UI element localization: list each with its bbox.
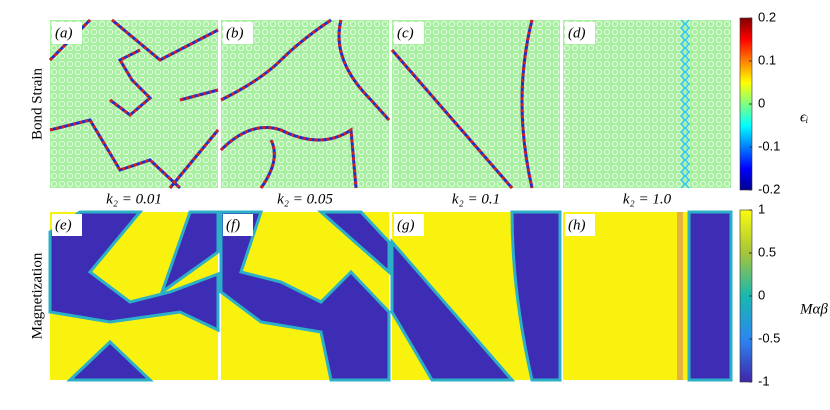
panel-image <box>50 20 218 188</box>
colorbar-tick-label: -0.1 <box>758 138 780 153</box>
domain <box>317 210 391 276</box>
domain <box>687 210 733 382</box>
panel-label: (c) <box>397 25 414 41</box>
colorbar-tick-label: 0.1 <box>758 52 776 67</box>
panel-image <box>563 20 731 188</box>
colorbar-tick-label: -1 <box>758 373 770 388</box>
k-label: k₂ = 0.05 <box>277 191 333 207</box>
colorbar-tick-label: -0.5 <box>758 330 780 345</box>
panel-label: (g) <box>397 217 415 233</box>
panel: (f) <box>219 210 391 382</box>
panel: (c) <box>390 19 560 189</box>
domain-wall <box>49 118 182 190</box>
panel: (e) <box>48 210 220 382</box>
domain <box>48 210 220 333</box>
domain-wall <box>337 19 391 122</box>
colorbar-tick-label: 0.2 <box>758 9 776 24</box>
panel: (b) <box>219 18 391 189</box>
row-label: Bond Strain <box>29 67 45 140</box>
domain <box>219 210 391 382</box>
domain-wall <box>390 49 514 189</box>
panel-label-bg <box>394 214 424 236</box>
domain-wall <box>219 126 358 189</box>
k-label: k₂ = 1.0 <box>623 191 672 207</box>
domain-wall <box>111 18 219 62</box>
domain-wall <box>679 19 691 189</box>
colorbar-tick-label: 0.5 <box>758 244 776 259</box>
panel-label-bg <box>223 214 253 236</box>
domain-wall <box>520 19 534 189</box>
panel: (h) <box>563 210 733 382</box>
domain <box>390 237 516 382</box>
panel: (g) <box>390 210 562 382</box>
panel-label: (a) <box>55 25 73 41</box>
panel: (a) <box>48 18 220 190</box>
colorbar-tick-label: 1 <box>758 201 765 216</box>
panel-label-bg <box>565 214 595 236</box>
colorbar-tick-label: -0.2 <box>758 181 780 196</box>
panel-label-bg <box>565 22 595 44</box>
panel-label: (d) <box>568 25 586 41</box>
panel: (d) <box>563 19 731 189</box>
panel-image <box>392 20 560 188</box>
k-label: k₂ = 0.01 <box>106 191 162 207</box>
domain <box>510 210 562 382</box>
domain-wall <box>168 129 220 189</box>
row-label: Magnetization <box>29 252 45 339</box>
domain-wall <box>220 18 332 102</box>
colorbar-tick-label: 0 <box>758 287 765 302</box>
panel-image <box>221 20 389 188</box>
domain-edge <box>677 212 683 380</box>
domain-wall <box>109 48 153 117</box>
colorbar-label: ϵᵢ <box>800 109 808 125</box>
domain-wall <box>259 139 276 189</box>
panel-label: (f) <box>226 217 240 233</box>
panel-label: (b) <box>226 25 244 41</box>
panel-label: (h) <box>568 217 586 233</box>
domain <box>66 339 154 382</box>
domain-wall <box>179 88 219 102</box>
panel-label-bg <box>52 22 82 44</box>
domain <box>159 210 220 296</box>
panel-label-bg <box>394 22 424 44</box>
panel-label: (e) <box>55 217 72 233</box>
panel-label-bg <box>52 214 82 236</box>
colorbar-tick-label: 0 <box>758 95 765 110</box>
k-label: k₂ = 0.1 <box>452 191 500 207</box>
colorbar-label: Mαβ <box>799 301 828 317</box>
panel-label-bg <box>223 22 253 44</box>
